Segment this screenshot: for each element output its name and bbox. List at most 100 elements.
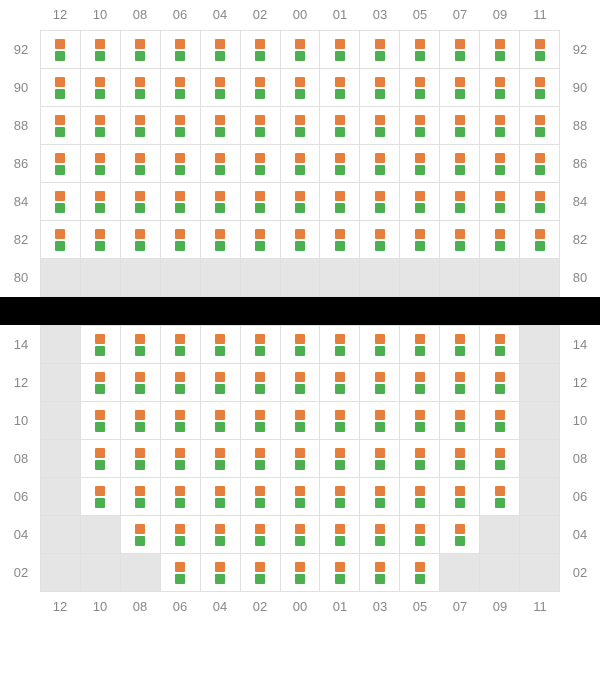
seat-pair[interactable] (281, 31, 321, 69)
seat-pair[interactable] (440, 478, 480, 516)
seat-pair[interactable] (81, 326, 121, 364)
seat-pair[interactable] (201, 364, 241, 402)
seat-pair[interactable] (360, 440, 400, 478)
seat-pair[interactable] (480, 440, 520, 478)
seat-pair[interactable] (480, 183, 520, 221)
seat-pair[interactable] (520, 31, 560, 69)
seat-pair[interactable] (480, 145, 520, 183)
seat-pair[interactable] (161, 145, 201, 183)
seat-pair[interactable] (161, 554, 201, 592)
seat-pair[interactable] (121, 516, 161, 554)
seat-pair[interactable] (320, 69, 360, 107)
seat-pair[interactable] (360, 107, 400, 145)
seat-pair[interactable] (320, 326, 360, 364)
seat-pair[interactable] (81, 183, 121, 221)
seat-pair[interactable] (320, 402, 360, 440)
seat-pair[interactable] (201, 440, 241, 478)
seat-pair[interactable] (520, 145, 560, 183)
seat-pair[interactable] (400, 183, 440, 221)
seat-pair[interactable] (241, 69, 281, 107)
seat-pair[interactable] (480, 31, 520, 69)
seat-pair[interactable] (121, 326, 161, 364)
seat-pair[interactable] (161, 183, 201, 221)
seat-pair[interactable] (480, 402, 520, 440)
seat-pair[interactable] (121, 107, 161, 145)
seat-pair[interactable] (201, 183, 241, 221)
seat-pair[interactable] (81, 478, 121, 516)
seat-pair[interactable] (161, 69, 201, 107)
seat-pair[interactable] (360, 478, 400, 516)
seat-pair[interactable] (281, 554, 321, 592)
seat-pair[interactable] (281, 516, 321, 554)
seat-pair[interactable] (241, 402, 281, 440)
seat-pair[interactable] (121, 478, 161, 516)
seat-pair[interactable] (360, 516, 400, 554)
seat-pair[interactable] (360, 31, 400, 69)
seat-pair[interactable] (41, 31, 81, 69)
seat-pair[interactable] (161, 364, 201, 402)
seat-pair[interactable] (320, 516, 360, 554)
seat-pair[interactable] (400, 31, 440, 69)
seat-pair[interactable] (320, 440, 360, 478)
seat-pair[interactable] (440, 402, 480, 440)
seat-pair[interactable] (480, 326, 520, 364)
seat-pair[interactable] (281, 326, 321, 364)
seat-pair[interactable] (81, 107, 121, 145)
seat-pair[interactable] (440, 221, 480, 259)
seat-pair[interactable] (161, 31, 201, 69)
seat-pair[interactable] (201, 107, 241, 145)
seat-pair[interactable] (281, 145, 321, 183)
seat-pair[interactable] (201, 221, 241, 259)
seat-pair[interactable] (81, 221, 121, 259)
seat-pair[interactable] (281, 221, 321, 259)
seat-pair[interactable] (400, 145, 440, 183)
seat-pair[interactable] (201, 31, 241, 69)
seat-pair[interactable] (520, 221, 560, 259)
seat-pair[interactable] (400, 516, 440, 554)
seat-pair[interactable] (400, 326, 440, 364)
seat-pair[interactable] (201, 145, 241, 183)
seat-pair[interactable] (400, 402, 440, 440)
seat-pair[interactable] (400, 364, 440, 402)
seat-pair[interactable] (121, 31, 161, 69)
seat-pair[interactable] (320, 221, 360, 259)
seat-pair[interactable] (360, 326, 400, 364)
seat-pair[interactable] (161, 402, 201, 440)
seat-pair[interactable] (520, 183, 560, 221)
seat-pair[interactable] (241, 364, 281, 402)
seat-pair[interactable] (400, 440, 440, 478)
seat-pair[interactable] (241, 516, 281, 554)
seat-pair[interactable] (400, 107, 440, 145)
seat-pair[interactable] (41, 69, 81, 107)
seat-pair[interactable] (360, 402, 400, 440)
seat-pair[interactable] (241, 554, 281, 592)
seat-pair[interactable] (400, 69, 440, 107)
seat-pair[interactable] (41, 183, 81, 221)
seat-pair[interactable] (241, 107, 281, 145)
seat-pair[interactable] (440, 326, 480, 364)
seat-pair[interactable] (201, 554, 241, 592)
seat-pair[interactable] (81, 402, 121, 440)
seat-pair[interactable] (121, 69, 161, 107)
seat-pair[interactable] (440, 107, 480, 145)
seat-pair[interactable] (480, 478, 520, 516)
seat-pair[interactable] (440, 440, 480, 478)
seat-pair[interactable] (161, 440, 201, 478)
seat-pair[interactable] (281, 402, 321, 440)
seat-pair[interactable] (400, 478, 440, 516)
seat-pair[interactable] (281, 364, 321, 402)
seat-pair[interactable] (320, 31, 360, 69)
seat-pair[interactable] (480, 69, 520, 107)
seat-pair[interactable] (201, 69, 241, 107)
seat-pair[interactable] (440, 145, 480, 183)
seat-pair[interactable] (480, 107, 520, 145)
seat-pair[interactable] (81, 31, 121, 69)
seat-pair[interactable] (360, 69, 400, 107)
seat-pair[interactable] (121, 402, 161, 440)
seat-pair[interactable] (41, 145, 81, 183)
seat-pair[interactable] (320, 145, 360, 183)
seat-pair[interactable] (360, 221, 400, 259)
seat-pair[interactable] (241, 183, 281, 221)
seat-pair[interactable] (161, 478, 201, 516)
seat-pair[interactable] (320, 107, 360, 145)
